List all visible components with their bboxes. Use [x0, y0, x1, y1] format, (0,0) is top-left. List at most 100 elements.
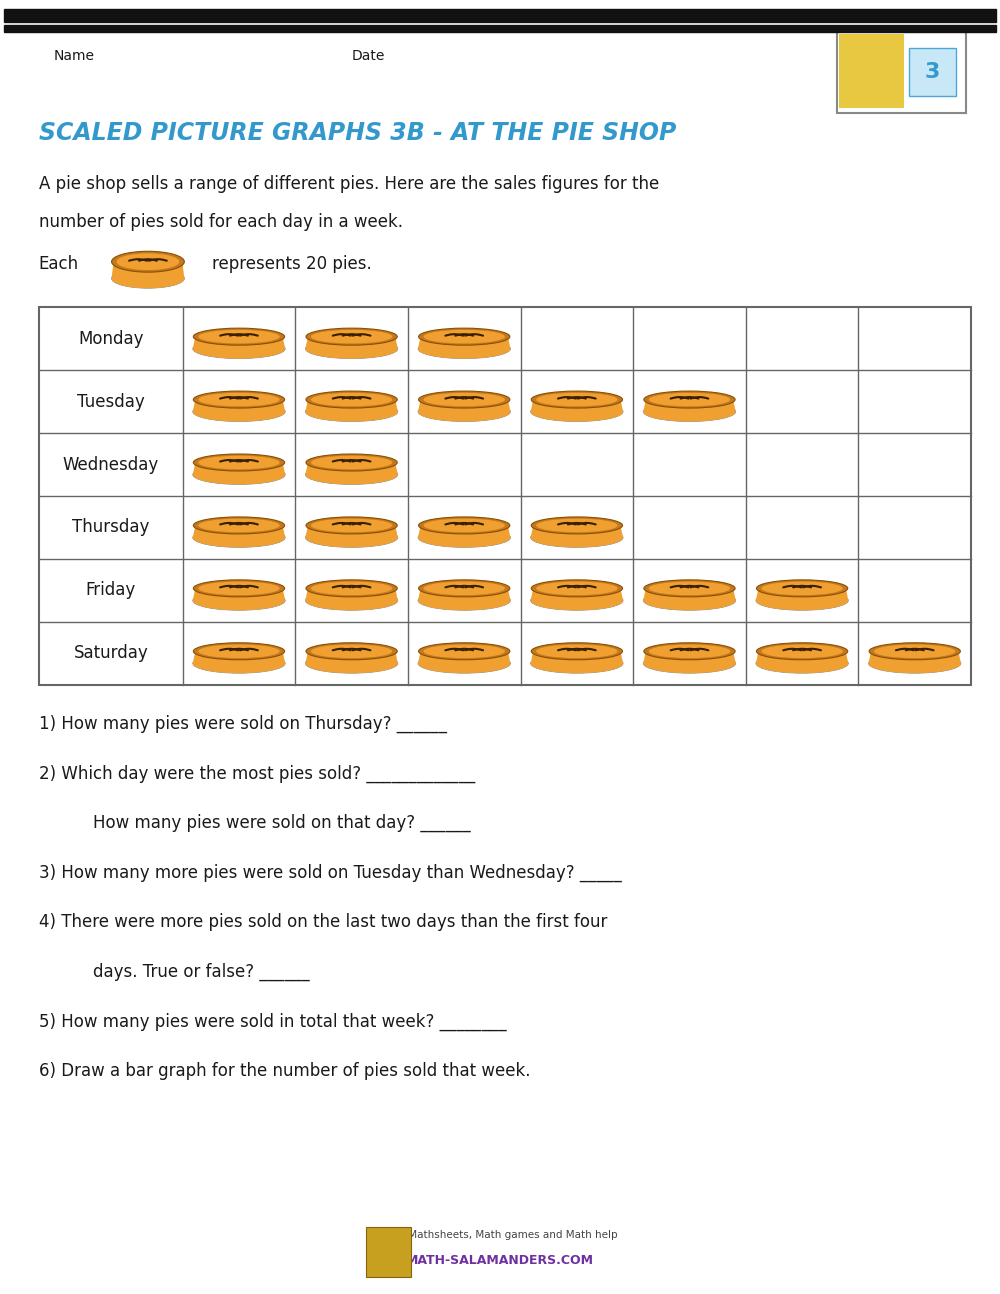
Ellipse shape	[305, 653, 398, 673]
Polygon shape	[418, 393, 510, 422]
Ellipse shape	[306, 580, 397, 597]
Polygon shape	[531, 393, 623, 422]
Ellipse shape	[193, 643, 285, 660]
Ellipse shape	[531, 516, 622, 534]
Text: Friday: Friday	[86, 581, 136, 599]
Ellipse shape	[536, 519, 618, 532]
Ellipse shape	[531, 590, 623, 611]
Ellipse shape	[305, 528, 398, 547]
Polygon shape	[643, 644, 736, 673]
Polygon shape	[643, 581, 736, 611]
Text: 1) How many pies were sold on Thursday? ______: 1) How many pies were sold on Thursday? …	[39, 714, 447, 732]
Ellipse shape	[643, 653, 736, 673]
Ellipse shape	[305, 339, 398, 358]
Ellipse shape	[193, 339, 285, 358]
Polygon shape	[305, 581, 398, 611]
Polygon shape	[193, 455, 285, 484]
Ellipse shape	[305, 590, 398, 611]
Ellipse shape	[531, 402, 623, 422]
Ellipse shape	[531, 653, 623, 673]
Ellipse shape	[643, 402, 736, 422]
Polygon shape	[193, 393, 285, 422]
Text: 3: 3	[925, 62, 940, 82]
Text: Thursday: Thursday	[72, 519, 149, 537]
Text: Tuesday: Tuesday	[77, 392, 145, 410]
Text: Name: Name	[54, 49, 95, 63]
Ellipse shape	[869, 643, 960, 660]
Ellipse shape	[418, 339, 510, 358]
Ellipse shape	[198, 519, 280, 532]
Text: 5) How many pies were sold in total that week? ________: 5) How many pies were sold in total that…	[39, 1013, 507, 1031]
Ellipse shape	[112, 251, 184, 272]
Polygon shape	[305, 519, 398, 547]
Polygon shape	[193, 330, 285, 358]
Ellipse shape	[198, 644, 280, 659]
Ellipse shape	[531, 528, 623, 547]
Text: Monday: Monday	[78, 330, 144, 348]
Polygon shape	[531, 644, 623, 673]
Ellipse shape	[644, 580, 735, 597]
Ellipse shape	[193, 580, 285, 597]
Ellipse shape	[418, 402, 510, 422]
Polygon shape	[112, 254, 184, 289]
Ellipse shape	[193, 329, 285, 345]
Ellipse shape	[311, 644, 392, 659]
Ellipse shape	[198, 330, 280, 343]
Ellipse shape	[305, 465, 398, 484]
Ellipse shape	[644, 643, 735, 660]
Text: represents 20 pies.: represents 20 pies.	[212, 255, 372, 273]
Polygon shape	[193, 644, 285, 673]
Polygon shape	[756, 644, 848, 673]
Ellipse shape	[531, 643, 622, 660]
Ellipse shape	[193, 528, 285, 547]
Ellipse shape	[306, 454, 397, 471]
Ellipse shape	[193, 465, 285, 484]
Ellipse shape	[193, 653, 285, 673]
Ellipse shape	[198, 581, 280, 595]
Ellipse shape	[198, 455, 280, 470]
Ellipse shape	[424, 644, 505, 659]
Polygon shape	[869, 644, 961, 673]
Ellipse shape	[418, 653, 510, 673]
Polygon shape	[193, 519, 285, 547]
Text: 3) How many more pies were sold on Tuesday than Wednesday? _____: 3) How many more pies were sold on Tuesd…	[39, 863, 622, 883]
Bar	[39, 307, 971, 685]
Ellipse shape	[424, 519, 505, 532]
Ellipse shape	[311, 455, 392, 470]
Polygon shape	[305, 455, 398, 484]
Text: SCALED PICTURE GRAPHS 3B - AT THE PIE SHOP: SCALED PICTURE GRAPHS 3B - AT THE PIE SH…	[39, 122, 676, 145]
Polygon shape	[305, 644, 398, 673]
Ellipse shape	[756, 580, 848, 597]
Ellipse shape	[419, 391, 510, 408]
Text: Saturday: Saturday	[73, 644, 148, 663]
Text: A pie shop sells a range of different pies. Here are the sales figures for the: A pie shop sells a range of different pi…	[39, 175, 659, 193]
Text: number of pies sold for each day in a week.: number of pies sold for each day in a we…	[39, 212, 403, 230]
Ellipse shape	[536, 393, 618, 406]
Text: Date: Date	[351, 49, 385, 63]
Polygon shape	[418, 581, 510, 611]
Ellipse shape	[649, 581, 730, 595]
Polygon shape	[305, 393, 398, 422]
Polygon shape	[643, 393, 736, 422]
Ellipse shape	[419, 329, 510, 345]
Polygon shape	[418, 519, 510, 547]
Ellipse shape	[193, 454, 285, 471]
Ellipse shape	[306, 391, 397, 408]
Ellipse shape	[418, 590, 510, 611]
Ellipse shape	[418, 528, 510, 547]
Ellipse shape	[419, 643, 510, 660]
Ellipse shape	[193, 402, 285, 422]
Bar	[837, 28, 966, 114]
Bar	[366, 1227, 411, 1277]
Text: Free Mathsheets, Math games and Math help: Free Mathsheets, Math games and Math hel…	[383, 1231, 617, 1240]
Ellipse shape	[424, 393, 505, 406]
Ellipse shape	[869, 653, 961, 673]
Ellipse shape	[117, 254, 179, 270]
Polygon shape	[418, 644, 510, 673]
Ellipse shape	[761, 581, 843, 595]
Text: 6) Draw a bar graph for the number of pies sold that week.: 6) Draw a bar graph for the number of pi…	[39, 1062, 530, 1080]
Ellipse shape	[311, 393, 392, 406]
Bar	[4, 9, 996, 22]
Polygon shape	[305, 330, 398, 358]
Bar	[839, 34, 904, 109]
